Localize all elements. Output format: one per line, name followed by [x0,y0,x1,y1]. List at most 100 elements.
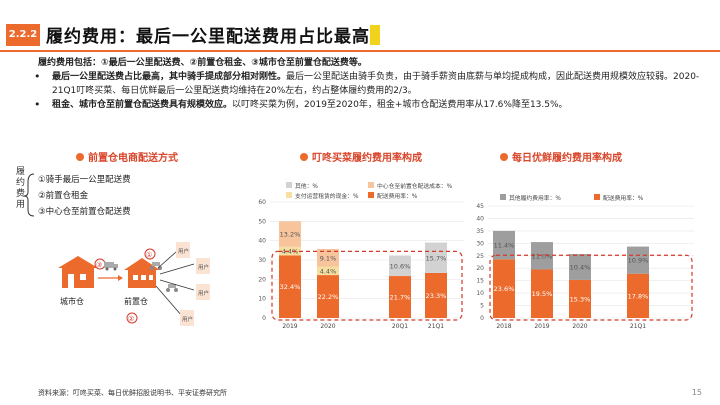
y-tick-label: 50 [258,218,266,225]
y-tick-label: 45 [476,203,484,210]
city-warehouse-label: 城市仓 [60,296,84,306]
delivery-arrows [155,251,195,317]
data-label: 19.5% [532,290,553,298]
x-tick-label: 2019 [534,323,549,330]
bar-segment [279,221,301,247]
chart-dingdong: 其他：% 中心仓至前置仓配送成本：% 支付运营租赁的现金：% 配送费用率：% 0 10 20… [258,182,464,330]
arrow-head-icon [118,275,123,281]
bar-segment [279,246,301,256]
scooter-icon [166,284,178,292]
legend-swatch [368,192,374,198]
legend-label: 配送费用率：% [377,192,418,200]
y-tick-label: 0 [480,315,484,322]
y-tick-label: 5 [480,303,484,310]
header-rule [0,50,720,52]
x-tick-label: 2018 [496,323,511,330]
user-label: 用户 [178,247,189,255]
bar-segment [569,279,591,318]
legend-swatch [594,194,600,200]
legend-label: 中心仓至前置仓配送成本：% [377,182,453,190]
legend-label: 其他：% [295,182,318,190]
heading-dot-icon [300,153,308,161]
bullet-1: 最后一公里配送费占比最高，其中骑手提成部分相对刚性。最后一公里配送由骑手负责，由… [34,70,708,98]
bar-segment [569,254,591,280]
heading-dot-icon [76,153,84,161]
bar-segment [627,273,649,318]
chart-missfresh: 其他履约费用率：% 配送费用率：% 0 5 10 15 20 25 30 35 40 45 23.6% 1… [476,194,694,330]
y-tick-label: 60 [258,199,266,206]
y-tick-label: 35 [476,228,484,235]
chart2-heading: 每日优鲜履约费用率构成 [500,149,622,164]
data-label: 9.1% [320,254,337,262]
bar-segment [317,275,339,318]
title-accent-bar [370,25,380,45]
marker-1: ① [146,251,152,259]
source-note: 资料来源：叮咚买菜、每日优鲜招股说明书、平安证券研究所 [38,389,227,397]
marker-2-circle [126,312,138,324]
data-label: 15.7% [426,254,447,262]
highlight-box [489,254,693,321]
y-tick-label: 15 [476,278,484,285]
y-tick-label: 40 [258,238,266,245]
x-tick-label: 20Q1 [392,323,408,330]
y-tick-label: 20 [476,265,484,272]
bracket-label: 履约费用 [16,166,25,210]
bullet-text-block: 履约费用包括：①最后一公里配送费、②前置仓租金、③城市仓至前置仓配送费等。 最后… [34,56,708,112]
truck-icon [104,262,118,271]
bullet-2: 租金、城市仓至前置仓配送费具有规模效应。以叮咚买菜为例，2019至2020年，租… [34,98,708,112]
x-tick-label: 21Q1 [630,323,646,330]
data-label: 23.3% [426,292,447,300]
y-tick-label: 30 [476,240,484,247]
bar-segment [389,255,411,277]
user-node-1: 用户 [176,242,190,258]
marker-3: ③ [96,261,102,269]
legend-swatch [368,182,374,188]
slide-title: 履约费用：最后一公里配送费用占比最高 [46,27,370,47]
bracket-icon [23,173,35,217]
marker-1-circle [144,248,156,260]
y-tick-label: 20 [258,276,266,283]
data-label: 11.4% [494,242,515,250]
fee-item-3: ③中心仓至前置仓配送费 [38,206,131,217]
data-label: 11.0% [532,252,553,260]
x-tick-label: 2020 [320,323,335,330]
data-label: 23.6% [494,285,515,293]
bar-segment [493,230,515,260]
data-label: 32.4% [280,283,301,291]
slide-header: 2.2.2 履约费用：最后一公里配送费用占比最高 [0,20,720,48]
x-tick-label: 2019 [282,323,297,330]
legend-swatch [286,182,292,188]
left-panel-heading: 前置仓电商配送方式 [76,149,178,164]
bar-segment [493,259,515,318]
user-node-2: 用户 [196,258,210,274]
user-label: 用户 [198,289,209,297]
data-label: 4.4% [282,248,299,256]
fee-item-2: ②前置仓租金 [38,190,89,201]
chart1-heading: 叮咚买菜履约费用率构成 [300,149,422,164]
y-tick-label: 30 [258,257,266,264]
x-tick-label: 21Q1 [428,323,444,330]
y-tick-label: 10 [476,290,484,297]
bar-segment [425,242,447,273]
y-tick-label: 40 [476,215,484,222]
delivery-diagram: 履约费用 ①骑手最后一公里配送费 ②前置仓租金 ③中心仓至前置仓配送费 城市仓 … [16,166,210,326]
legend-label: 其他履约费用率：% [509,194,561,202]
data-label: 22.2% [318,293,339,301]
y-tick-label: 25 [476,253,484,260]
data-label: 10.6% [390,262,411,270]
front-warehouse-label: 前置仓 [124,296,148,306]
bar-segment [425,272,447,318]
bar-segment [279,255,301,318]
heading-dot-icon [500,153,508,161]
x-tick-label: 2020 [572,323,587,330]
data-label: 15.3% [570,295,591,303]
bar-segment [317,266,339,276]
marker-2: ② [128,315,134,323]
city-warehouse-icon [58,256,98,288]
y-tick-label: 10 [258,296,266,303]
bar-segment [317,248,339,267]
data-label: 13.2% [280,231,301,239]
user-node-4: 用户 [180,310,194,326]
user-node-3: 用户 [196,284,210,300]
bar-segment [389,276,411,318]
